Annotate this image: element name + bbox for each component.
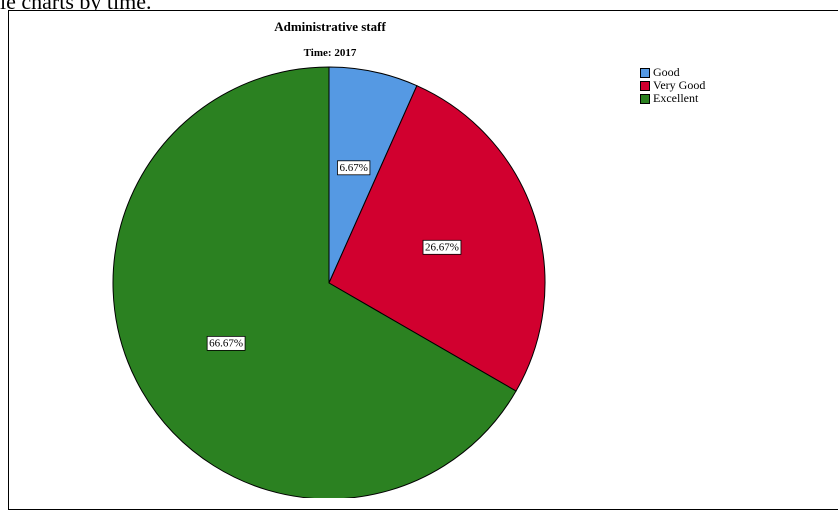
- data-label-good: 6.67%: [337, 160, 371, 176]
- pie-slice-excellent: [112, 66, 517, 498]
- svg-text:26.67%: 26.67%: [425, 241, 459, 253]
- legend-item-good: Good: [640, 65, 705, 79]
- clipped-caption-text: ie charts by time.: [0, 0, 152, 14]
- chart-title: Administrative staff: [274, 19, 386, 34]
- data-label-excellent: 66.67%: [206, 335, 246, 351]
- legend-item-very-good: Very Good: [640, 78, 706, 92]
- data-label-very-good: 26.67%: [422, 239, 462, 255]
- svg-text:66.67%: 66.67%: [209, 337, 243, 349]
- legend-swatch-very-good: [640, 80, 650, 91]
- chart-subtitle: Time: 2017: [303, 47, 357, 59]
- legend-swatch-good: [640, 67, 650, 78]
- svg-text:6.67%: 6.67%: [339, 162, 367, 174]
- pie-chart: 6.67% 26.67% 66.67%: [112, 66, 546, 498]
- legend-label-excellent: Excellent: [653, 91, 699, 105]
- legend-label-good: Good: [653, 65, 680, 79]
- legend-label-very-good: Very Good: [653, 78, 706, 92]
- chart-legend: Good Very Good Excellent: [640, 65, 706, 105]
- legend-swatch-excellent: [640, 93, 650, 104]
- pie-slice-very-good: [328, 85, 546, 392]
- legend-item-excellent: Excellent: [640, 91, 705, 105]
